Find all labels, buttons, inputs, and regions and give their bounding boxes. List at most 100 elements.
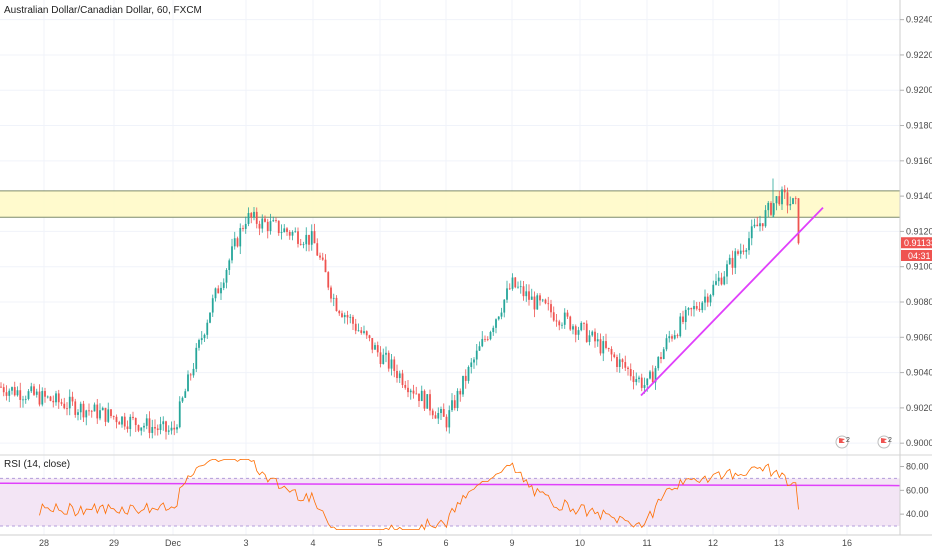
candle-body — [242, 228, 244, 229]
candle-body — [382, 354, 385, 364]
candle-body — [643, 385, 646, 388]
candle-body — [742, 250, 745, 252]
candle-body — [734, 251, 737, 268]
candle-body — [649, 371, 651, 379]
candle-body — [107, 409, 110, 422]
candle-body — [46, 396, 49, 398]
candle-body — [426, 394, 429, 409]
candle-body — [85, 410, 88, 418]
candle-body — [11, 387, 13, 391]
candle-body — [475, 350, 478, 360]
candle-body — [748, 238, 750, 251]
trendline[interactable] — [640, 206, 824, 397]
rsi-axis[interactable]: 80.00 60.00 40.00 — [900, 462, 929, 520]
candle-body — [148, 418, 151, 433]
candle-body — [467, 366, 470, 381]
rsi-line — [39, 458, 799, 531]
news-marker-count: 2 — [888, 437, 892, 444]
candle-body — [547, 303, 550, 305]
candle-body — [272, 220, 275, 222]
candle-body — [255, 211, 258, 224]
candle-body — [451, 400, 453, 411]
candle-body — [137, 425, 140, 431]
candle-body — [574, 326, 577, 335]
symbol-title: Australian Dollar/Canadian Dollar, 60, F… — [4, 5, 202, 16]
candle-body — [783, 189, 786, 193]
candle-body — [396, 370, 398, 379]
candle-body — [533, 296, 536, 310]
candle-body — [173, 427, 176, 430]
countdown-bg — [901, 250, 932, 261]
candle-body — [19, 390, 22, 400]
candle-body — [187, 374, 189, 392]
candle-body — [580, 322, 583, 331]
candle-body — [222, 282, 225, 288]
candle-body — [569, 316, 572, 330]
candle-body — [781, 189, 783, 205]
candle-body — [632, 376, 635, 383]
time-tick-label: 9 — [509, 538, 514, 548]
candle-body — [167, 430, 170, 432]
time-axis[interactable]: 28 29 Dec 3 4 5 6 9 10 11 12 13 16 — [39, 538, 852, 548]
candle-body — [206, 322, 209, 335]
candle-body — [539, 295, 541, 301]
candle-body — [464, 375, 467, 381]
candle-body — [44, 391, 46, 397]
candle-body — [74, 401, 77, 415]
candle-body — [82, 403, 85, 418]
candle-body — [217, 288, 220, 294]
news-marker-2[interactable]: 2 — [877, 435, 892, 449]
candle-body — [588, 335, 591, 342]
candle-body — [517, 286, 519, 288]
candle-body — [627, 367, 629, 370]
candle-body — [387, 352, 390, 369]
candle-body — [63, 403, 66, 409]
candle-body — [786, 192, 789, 206]
news-marker-1[interactable]: 2 — [835, 435, 850, 449]
candle-body — [415, 393, 418, 395]
candle-body — [728, 257, 731, 265]
candle-body — [77, 412, 79, 415]
candle-body — [687, 308, 690, 310]
time-tick-label: 4 — [310, 538, 315, 548]
time-tick-label: 12 — [708, 538, 718, 548]
candle-body — [478, 346, 481, 351]
candle-body — [775, 196, 778, 204]
rsi-band — [0, 478, 900, 527]
candle-body — [684, 309, 687, 323]
candle-body — [99, 410, 101, 419]
candle-body — [189, 374, 192, 376]
candle-body — [462, 375, 464, 395]
flag-glyph-icon — [881, 438, 887, 446]
candle-body — [236, 238, 239, 247]
candle-body — [470, 362, 473, 367]
candle-body — [52, 400, 55, 403]
candle-body — [192, 368, 195, 376]
candle-body — [341, 313, 343, 318]
candle-body — [170, 427, 173, 431]
candle-body — [695, 306, 698, 309]
candle-body — [495, 319, 497, 328]
candle-body — [508, 288, 511, 290]
candle-body — [104, 407, 107, 422]
candle-body — [459, 390, 462, 395]
candles — [0, 178, 800, 440]
candle-body — [616, 357, 618, 367]
candle-body — [346, 315, 349, 318]
candle-body — [390, 359, 393, 369]
candle-body — [409, 390, 412, 393]
candle-body — [552, 312, 555, 321]
candle-body — [445, 416, 448, 428]
candle-body — [528, 291, 530, 300]
candle-body — [750, 226, 753, 239]
candle-body — [489, 332, 492, 340]
candle-body — [629, 369, 632, 377]
time-tick-label: 16 — [842, 538, 852, 548]
candle-body — [264, 218, 266, 222]
